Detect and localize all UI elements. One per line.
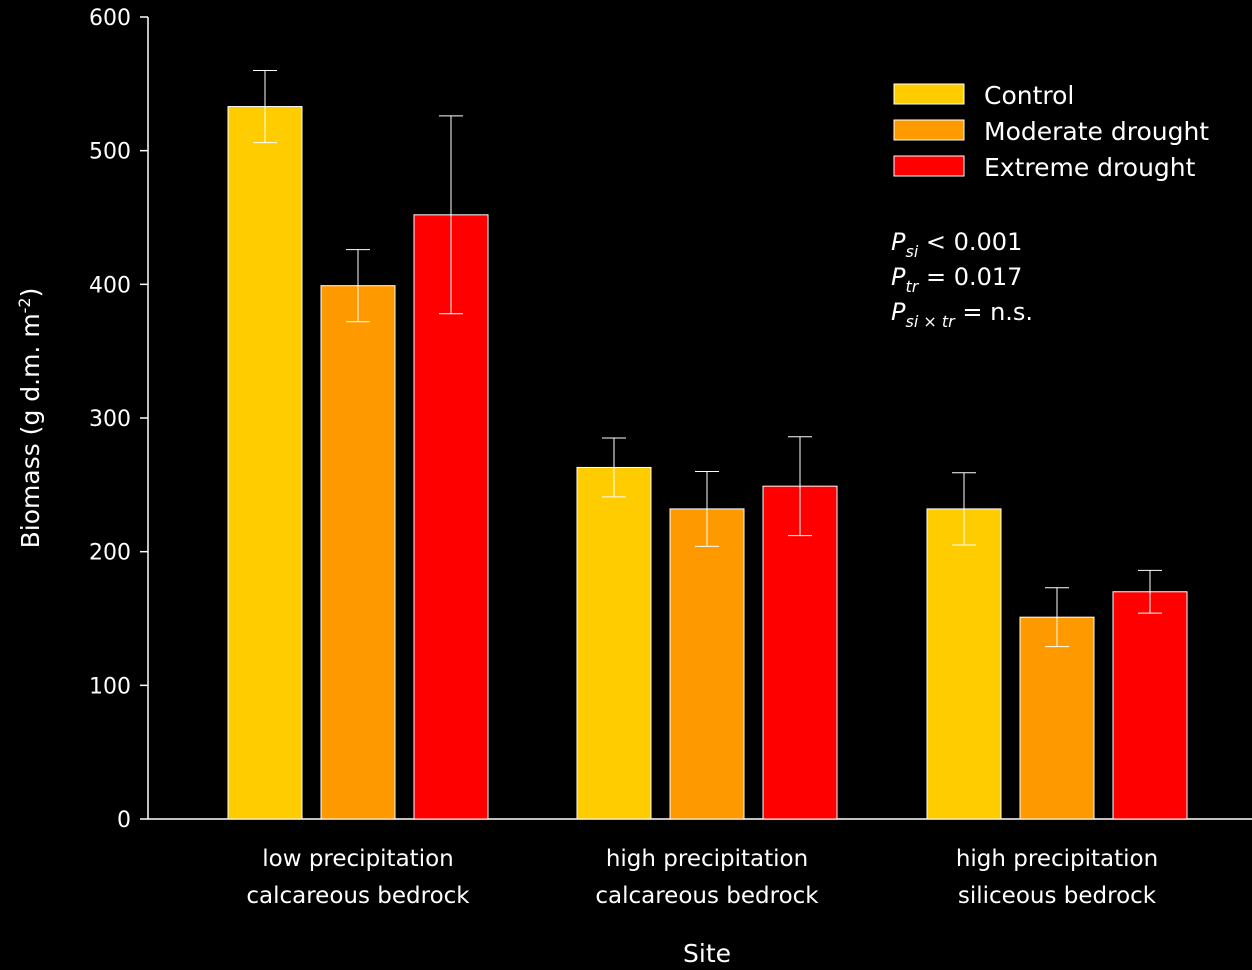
bar xyxy=(576,466,652,820)
stat-line: Ptr = 0.017 xyxy=(891,263,1022,296)
error-bars xyxy=(253,69,1162,648)
legend: Control Moderate drought Extreme drought xyxy=(893,81,1209,182)
y-tick-label: 400 xyxy=(89,273,131,298)
bar xyxy=(926,508,1002,820)
bar xyxy=(1112,591,1188,820)
bar xyxy=(762,485,838,820)
x-tick-label: high precipitation xyxy=(606,846,808,872)
y-tick-label: 500 xyxy=(89,140,131,165)
y-tick-label: 0 xyxy=(117,808,131,833)
bar xyxy=(320,285,396,820)
bar xyxy=(669,508,745,820)
stat-line: Psi × tr = n.s. xyxy=(891,298,1033,331)
x-axis-title: Site xyxy=(683,939,731,968)
legend-label: Control xyxy=(984,81,1074,110)
bar xyxy=(1019,616,1095,820)
bars xyxy=(227,106,1188,820)
legend-swatch xyxy=(893,83,965,105)
y-tick-labels: 0 100 200 300 400 500 600 xyxy=(89,6,131,833)
x-tick-label: calcareous bedrock xyxy=(595,883,819,909)
bar xyxy=(227,106,303,820)
y-tick-label: 100 xyxy=(89,674,131,699)
legend-label: Moderate drought xyxy=(984,117,1209,146)
x-tick-label: siliceous bedrock xyxy=(958,883,1157,909)
legend-label: Extreme drought xyxy=(984,153,1196,182)
bar xyxy=(413,214,489,820)
y-tick-label: 600 xyxy=(89,6,131,31)
legend-swatch xyxy=(893,155,965,177)
x-tick-label: low precipitation xyxy=(262,846,453,872)
y-tick-label: 300 xyxy=(89,407,131,432)
x-tick-labels: low precipitation calcareous bedrock high … xyxy=(246,846,1158,909)
stat-line: Psi < 0.001 xyxy=(891,228,1022,261)
legend-swatch xyxy=(893,119,965,141)
x-tick-label: high precipitation xyxy=(956,846,1158,872)
y-tick-label: 200 xyxy=(89,541,131,566)
x-tick-label: calcareous bedrock xyxy=(246,883,470,909)
y-axis-title: Biomass (g d.m. m-2) xyxy=(15,288,45,549)
